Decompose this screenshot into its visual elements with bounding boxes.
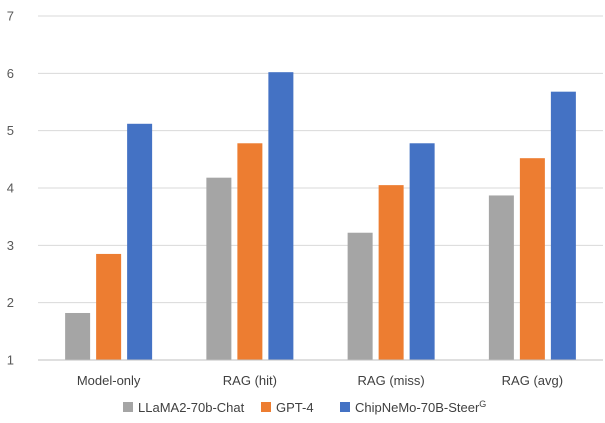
legend-label: GPT-4 bbox=[276, 400, 314, 415]
y-gridlines bbox=[38, 15, 603, 304]
y-tick-label: 2 bbox=[7, 295, 14, 310]
legend-superscript: G bbox=[479, 399, 486, 409]
y-axis-tick-labels: 1 2 3 4 5 6 7 bbox=[7, 9, 14, 368]
y-tick-label: 6 bbox=[7, 66, 14, 81]
bar-3-2 bbox=[268, 72, 294, 360]
bar-2-1 bbox=[96, 253, 122, 360]
x-category-label: Model-only bbox=[77, 373, 141, 388]
legend-swatch bbox=[340, 402, 350, 412]
bar-1-4 bbox=[488, 195, 514, 360]
y-tick-label: 5 bbox=[7, 123, 14, 138]
bar-1-1 bbox=[65, 312, 91, 360]
y-tick-label: 3 bbox=[7, 238, 14, 253]
x-category-label: RAG (miss) bbox=[358, 373, 425, 388]
bar-2-2 bbox=[237, 143, 263, 360]
x-axis-category-labels: Model-only RAG (hit) RAG (miss) RAG (avg) bbox=[77, 373, 563, 388]
legend: LLaMA2-70b-Chat GPT-4 ChipNeMo-70B-SteerG bbox=[123, 399, 486, 415]
legend-label: LLaMA2-70b-Chat bbox=[138, 400, 245, 415]
bar-2-4 bbox=[519, 158, 545, 360]
y-tick-label: 1 bbox=[7, 353, 14, 368]
bar-3-3 bbox=[409, 143, 435, 360]
y-tick-label: 4 bbox=[7, 181, 14, 196]
y-tick-label: 7 bbox=[7, 9, 14, 24]
legend-swatch bbox=[123, 402, 133, 412]
legend-series-name: GPT-4 bbox=[276, 400, 314, 415]
x-category-label: RAG (hit) bbox=[223, 373, 277, 388]
bar-2-3 bbox=[378, 185, 404, 360]
legend-swatch bbox=[261, 402, 271, 412]
legend-series-name: ChipNeMo-70B-Steer bbox=[355, 400, 480, 415]
bar-3-4 bbox=[550, 91, 576, 361]
legend-label: ChipNeMo-70B-SteerG bbox=[355, 399, 486, 415]
bars bbox=[65, 72, 576, 361]
bar-1-3 bbox=[347, 232, 373, 360]
bar-3-1 bbox=[127, 123, 153, 360]
x-category-label: RAG (avg) bbox=[502, 373, 563, 388]
bar-1-2 bbox=[206, 177, 232, 360]
legend-series-name: LLaMA2-70b-Chat bbox=[138, 400, 245, 415]
